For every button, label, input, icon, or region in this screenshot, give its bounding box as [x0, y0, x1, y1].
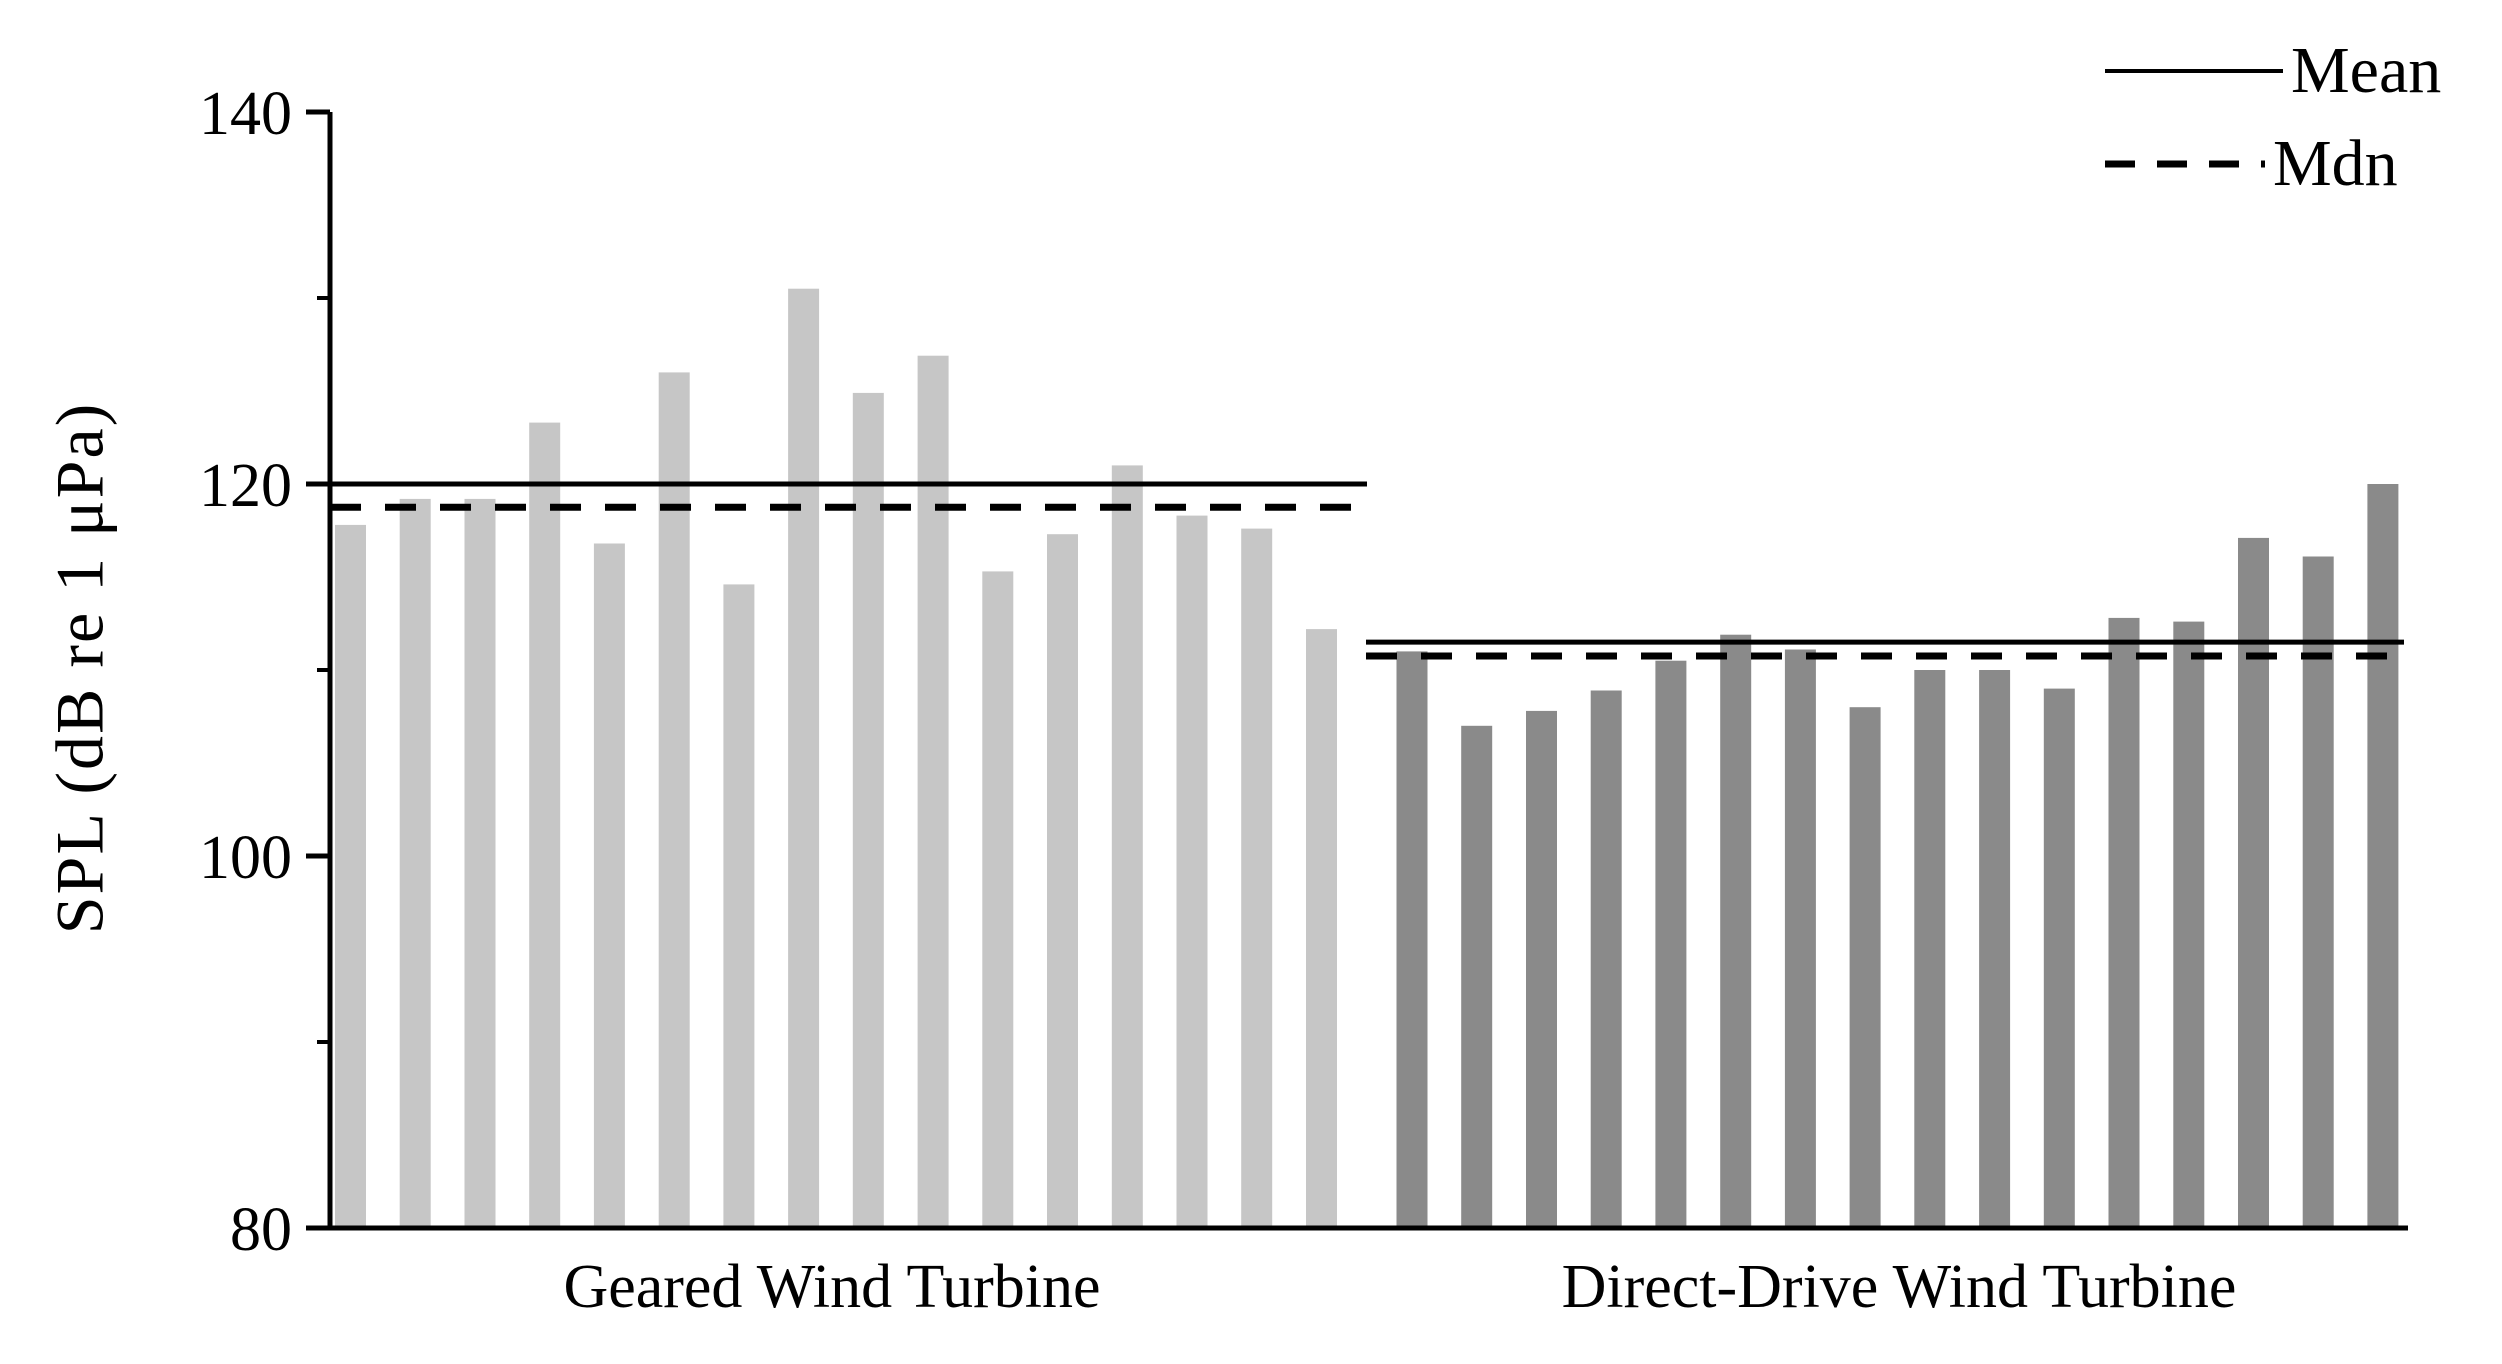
- bar-g2-16: [2367, 484, 2399, 1228]
- bar-g1-3: [464, 498, 496, 1228]
- bar-g1-14: [1176, 515, 1208, 1228]
- bar-g2-12: [2108, 617, 2140, 1228]
- legend-label-mean: Mean: [2291, 34, 2442, 107]
- mean-line-swatch: [2105, 69, 2283, 73]
- bar-g2-4: [1590, 690, 1622, 1228]
- bar-g1-16: [1306, 629, 1337, 1228]
- y-axis-title: SPL (dB re 1 μPa): [41, 401, 118, 935]
- group-label-geared: Geared Wind Turbine: [563, 1253, 1101, 1321]
- legend-label-mdn: Mdn: [2273, 127, 2398, 200]
- bar-g2-15: [2302, 556, 2334, 1228]
- bar-g1-7: [723, 584, 755, 1228]
- bar-g2-6: [1720, 634, 1752, 1228]
- bar-g1-12: [1047, 534, 1078, 1228]
- bar-g1-6: [658, 372, 690, 1228]
- median-line-swatch: [2105, 160, 2265, 168]
- bar-g2-2: [1461, 725, 1493, 1228]
- group-label-direct-drive: Direct-Drive Wind Turbine: [1561, 1253, 2237, 1321]
- y-tick-label-80: 80: [230, 1196, 292, 1264]
- bar-g2-7: [1784, 649, 1816, 1228]
- bar-g2-13: [2173, 621, 2205, 1228]
- bar-g1-10: [917, 355, 949, 1228]
- bar-g1-4: [529, 422, 561, 1229]
- bar-g2-3: [1526, 710, 1557, 1228]
- bar-g1-15: [1241, 528, 1273, 1228]
- bar-g2-10: [1979, 670, 2011, 1228]
- bar-g2-1: [1396, 651, 1428, 1228]
- bar-g1-9: [852, 392, 884, 1228]
- bar-g2-5: [1655, 660, 1687, 1228]
- bar-g2-9: [1914, 670, 1946, 1228]
- y-tick-label-140: 140: [199, 80, 292, 148]
- bar-g1-8: [788, 288, 820, 1228]
- y-tick-label-100: 100: [199, 824, 292, 892]
- bar-g1-13: [1111, 465, 1143, 1228]
- bar-g1-2: [399, 498, 431, 1228]
- bar-g1-11: [982, 571, 1014, 1228]
- legend-entry-mean: Mean: [2105, 36, 2441, 106]
- y-tick-label-120: 120: [199, 452, 292, 520]
- bar-g2-11: [2043, 688, 2075, 1228]
- bar-g2-8: [1849, 707, 1881, 1228]
- legend-entry-mdn: Mdn: [2105, 129, 2398, 199]
- bar-g1-1: [335, 524, 366, 1228]
- bar-g1-5: [593, 543, 625, 1228]
